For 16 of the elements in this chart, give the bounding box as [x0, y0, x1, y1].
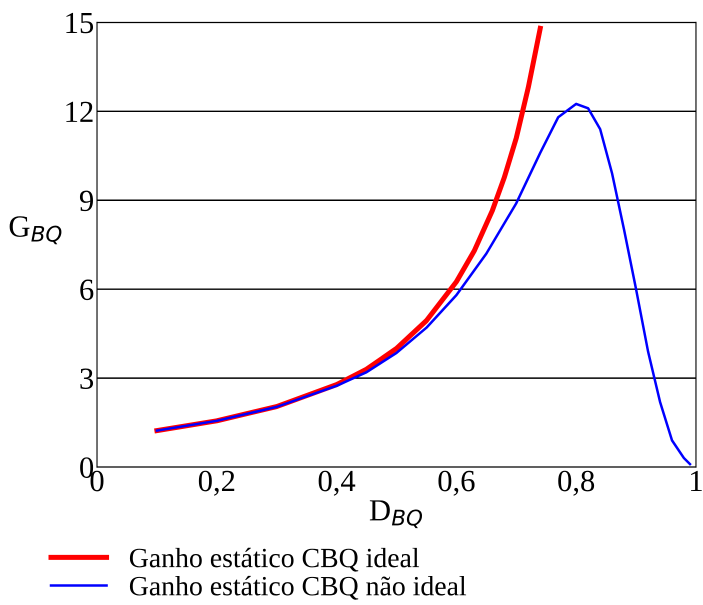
x-axis-title: D$_{BQ}$	[370, 500, 422, 528]
y-tick-label: 6	[80, 280, 94, 300]
x-tick-label: 0,8	[558, 470, 594, 496]
line-series	[156, 102, 692, 466]
y-tick-label: 0	[80, 457, 94, 478]
legend-label: Ganho estático CBQ não ideal	[130, 576, 466, 600]
x-tick-label: 0,6	[438, 470, 475, 496]
legend-label: Ganho estático CBQ ideal	[130, 548, 420, 572]
y-tick-label: 15	[66, 12, 94, 34]
x-tick-label: 1	[691, 470, 702, 492]
y-tick-label: 12	[66, 102, 93, 122]
y-tick-label: 3	[80, 368, 94, 390]
y-tick-label: 9	[80, 190, 93, 212]
x-tick-label: 0,2	[198, 470, 234, 496]
y-axis-title: G$_{BQ}$	[10, 216, 62, 244]
x-tick-label: 0,4	[318, 470, 356, 496]
